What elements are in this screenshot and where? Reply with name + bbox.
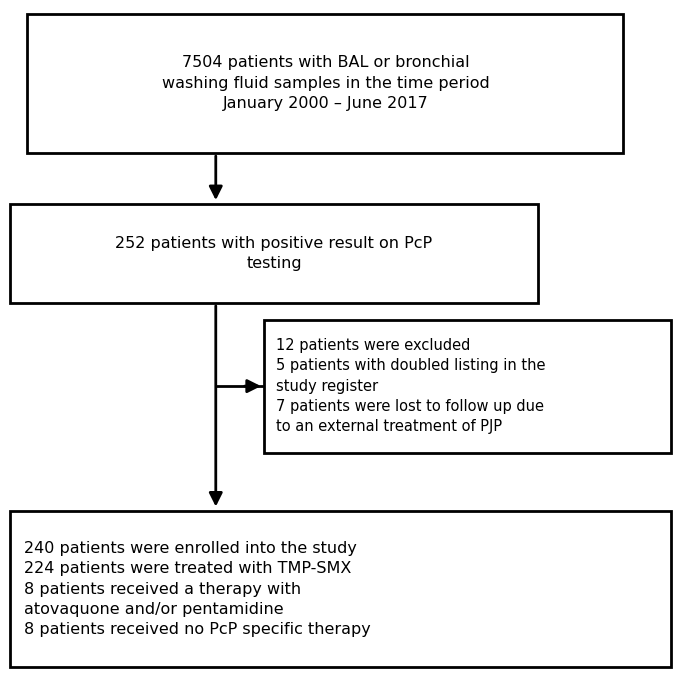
Text: 12 patients were excluded
5 patients with doubled listing in the
study register
: 12 patients were excluded 5 patients wit… [276, 338, 545, 434]
FancyBboxPatch shape [10, 204, 538, 303]
Text: 240 patients were enrolled into the study
224 patients were treated with TMP-SMX: 240 patients were enrolled into the stud… [24, 541, 371, 637]
FancyBboxPatch shape [27, 14, 623, 153]
Text: 7504 patients with BAL or bronchial
washing fluid samples in the time period
Jan: 7504 patients with BAL or bronchial wash… [162, 55, 489, 111]
Text: 252 patients with positive result on PcP
testing: 252 patients with positive result on PcP… [116, 236, 432, 271]
FancyBboxPatch shape [10, 511, 671, 667]
FancyBboxPatch shape [264, 320, 671, 453]
